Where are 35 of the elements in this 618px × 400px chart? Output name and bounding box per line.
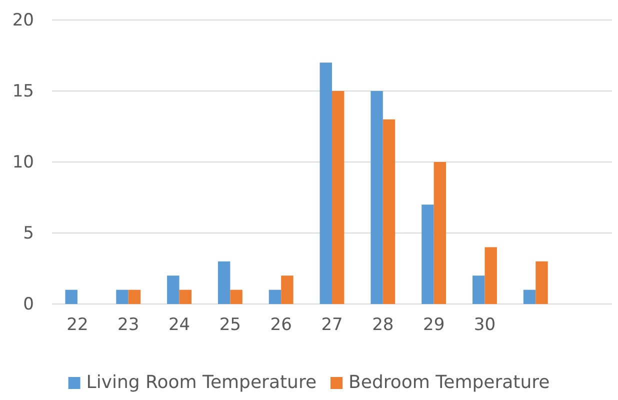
x-tick-label: 22 — [66, 315, 88, 336]
bar — [320, 62, 332, 304]
bar — [370, 91, 383, 304]
x-tick-label: 28 — [372, 315, 394, 336]
y-tick-label: 5 — [23, 223, 34, 244]
bar — [179, 290, 192, 304]
bar — [65, 290, 78, 304]
bar — [230, 290, 242, 304]
x-tick-label: 30 — [474, 315, 496, 336]
bar — [268, 290, 282, 304]
y-tick-label: 10 — [12, 152, 34, 172]
y-tick-label: 15 — [12, 81, 34, 102]
x-tick-label: 24 — [168, 315, 190, 336]
bar — [116, 290, 128, 304]
bar — [523, 290, 536, 304]
bar — [281, 276, 294, 304]
bar — [128, 290, 141, 304]
bar — [218, 261, 230, 304]
legend-label: Bedroom Temperature — [348, 372, 550, 393]
x-tick-label: 25 — [219, 315, 241, 336]
bar — [167, 276, 180, 304]
bar — [472, 276, 485, 304]
bar — [536, 261, 548, 304]
bar — [484, 247, 497, 304]
x-tick-label: 26 — [270, 315, 292, 336]
x-tick-label: 23 — [118, 315, 140, 336]
x-tick-label: 29 — [423, 315, 445, 336]
x-tick-label: 27 — [321, 315, 343, 336]
y-tick-label: 0 — [23, 294, 34, 314]
y-tick-label: 20 — [12, 10, 34, 30]
bar — [422, 204, 434, 304]
bar — [332, 91, 344, 304]
bar — [434, 162, 446, 304]
legend-label: Living Room Temperature — [86, 372, 317, 393]
bar — [382, 119, 396, 304]
